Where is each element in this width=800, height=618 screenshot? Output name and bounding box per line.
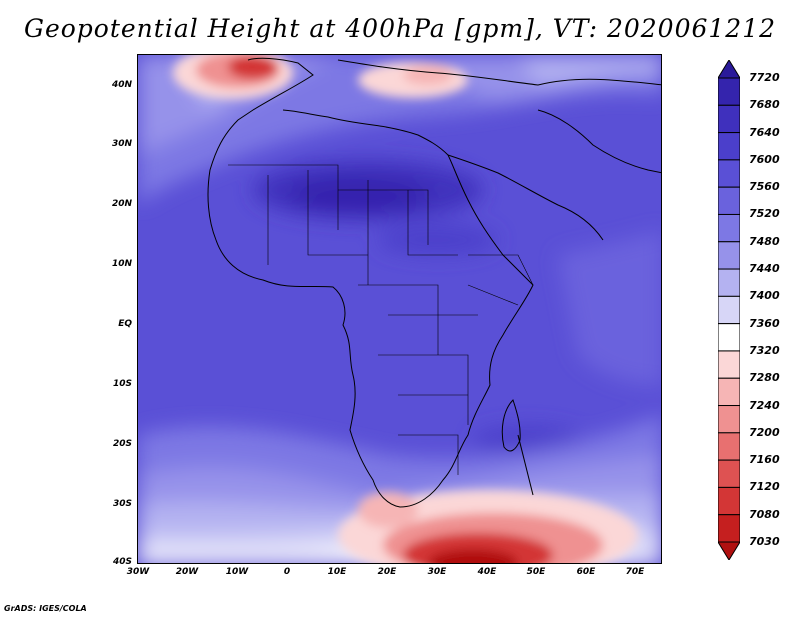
colorbar-label: 7720 — [749, 71, 780, 84]
country-borders — [228, 164, 534, 475]
colorbar-label: 7200 — [749, 425, 780, 439]
geopotential-field — [138, 55, 661, 563]
lat-label-40n: 40N — [111, 80, 132, 90]
colorbar-segment — [718, 432, 740, 461]
colorbar-segment — [718, 350, 740, 379]
colorbar-graphic — [718, 60, 740, 560]
colorbar-top-arrow — [718, 60, 740, 79]
colorbar-label: 7240 — [749, 398, 780, 412]
lat-label-30s: 30S — [112, 499, 132, 509]
lon-label-10e: 10E — [327, 567, 347, 577]
colorbar-label: 7080 — [749, 507, 780, 521]
colorbar-segment — [718, 405, 740, 434]
colorbar-segment — [718, 459, 740, 488]
colorbar-segment — [718, 104, 740, 134]
colorbar-label: 7160 — [749, 453, 780, 467]
colorbar-segment — [718, 159, 740, 188]
colorbar-segment — [718, 213, 740, 243]
map-panel — [137, 54, 662, 564]
colorbar-label: 7280 — [749, 371, 780, 385]
lat-label-40s: 40S — [112, 557, 132, 567]
lon-label-10w: 10W — [225, 567, 249, 577]
lon-label-60e: 60E — [576, 567, 596, 577]
colorbar-segment — [718, 186, 740, 215]
colorbar-label: 7400 — [749, 289, 780, 303]
map-title: Geopotential Height at 400hPa [gpm], VT:… — [23, 14, 777, 43]
colorbar-segment — [718, 77, 740, 106]
lon-label-40e: 40E — [477, 567, 497, 577]
lon-label-20w: 20W — [175, 567, 199, 577]
colorbar-label: 7120 — [749, 480, 780, 494]
colorbar-label: 7030 — [749, 535, 780, 548]
coastlines — [207, 57, 661, 508]
lat-label-eq: EQ — [118, 319, 132, 329]
colorbar-label: 7560 — [749, 180, 780, 194]
colorbar-segment — [718, 241, 740, 270]
colorbar-label: 7520 — [749, 207, 780, 221]
lon-label-30e: 30E — [427, 567, 447, 577]
colorbar-label: 7360 — [749, 316, 780, 330]
colorbar-label: 7480 — [749, 234, 780, 248]
colorbar-segment — [718, 295, 740, 325]
lon-label-0: 0 — [283, 567, 291, 577]
colorbar-label: 7440 — [749, 262, 780, 276]
lon-label-20e: 20E — [377, 567, 397, 577]
colorbar-segment — [718, 132, 740, 161]
lat-label-20s: 20S — [112, 439, 132, 449]
colorbar-label: 7680 — [749, 98, 780, 112]
colorbar-segment — [718, 268, 740, 297]
lon-label-30w: 30W — [126, 567, 150, 577]
colorbar-label: 7640 — [749, 125, 780, 139]
colorbar-label: 7320 — [749, 343, 780, 357]
colorbar-segment — [718, 377, 740, 407]
colorbar — [718, 60, 740, 560]
lat-label-20n: 20N — [111, 199, 132, 209]
lon-label-70e: 70E — [625, 567, 645, 577]
grads-credit: GrADS: IGES/COLA — [4, 604, 87, 613]
colorbar-segment — [718, 486, 740, 516]
colorbar-bottom-arrow — [718, 541, 740, 560]
lat-label-10s: 10S — [112, 379, 132, 389]
lon-label-50e: 50E — [526, 567, 546, 577]
colorbar-segment — [718, 323, 740, 352]
lat-label-10n: 10N — [111, 259, 132, 269]
anomaly-shading — [173, 55, 638, 563]
colorbar-segment — [718, 514, 740, 543]
colorbar-label: 7600 — [749, 152, 780, 166]
lat-label-30n: 30N — [111, 139, 132, 149]
